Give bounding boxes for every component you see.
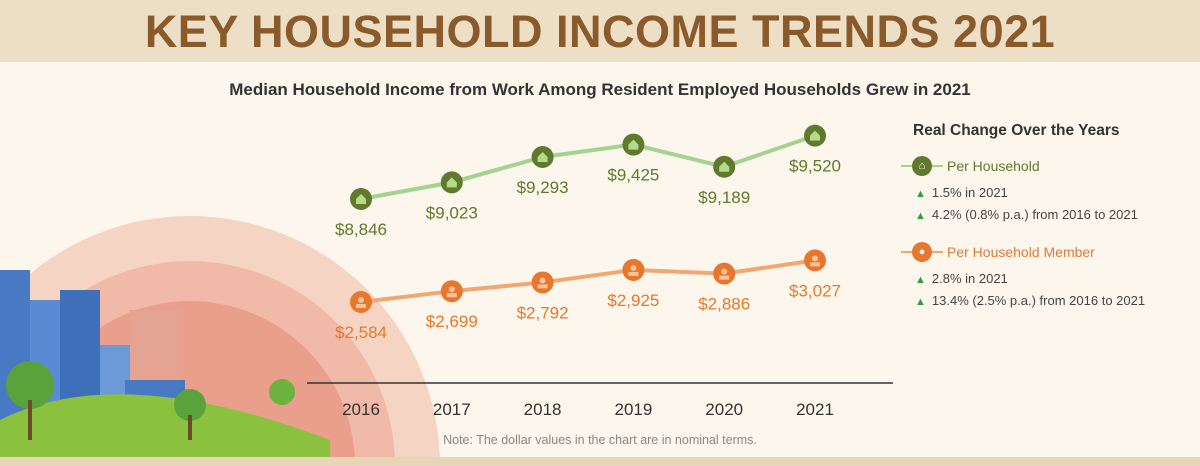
legend-member: ● Per Household Member bbox=[895, 240, 1145, 264]
x-tick-label: 2019 bbox=[614, 400, 652, 419]
person-glyph bbox=[356, 304, 366, 308]
stat: ▲ 4.2% (0.8% p.a.) from 2016 to 2021 bbox=[915, 207, 1138, 222]
legend-title: Real Change Over the Years bbox=[913, 122, 1120, 139]
up-triangle-icon: ▲ bbox=[915, 188, 926, 200]
data-label: $9,293 bbox=[517, 178, 569, 197]
person-icon: ● bbox=[912, 242, 932, 262]
data-label: $2,792 bbox=[517, 303, 569, 322]
footnote: Note: The dollar values in the chart are… bbox=[443, 433, 757, 447]
person-glyph bbox=[358, 297, 364, 303]
person-glyph bbox=[810, 262, 820, 267]
x-tick-label: 2020 bbox=[705, 400, 743, 419]
x-tick-label: 2021 bbox=[796, 400, 834, 419]
stat: ▲ 2.8% in 2021 bbox=[915, 271, 1008, 286]
page-title: KEY HOUSEHOLD INCOME TRENDS 2021 bbox=[144, 6, 1056, 57]
data-label: $2,886 bbox=[698, 295, 750, 314]
person-glyph bbox=[812, 255, 818, 262]
series-line bbox=[360, 133, 816, 201]
chart-title: Median Household Income from Work Among … bbox=[229, 80, 971, 99]
legend: Real Change Over the Years ⌂ Per Househo… bbox=[895, 122, 1145, 308]
data-label: $8,846 bbox=[335, 220, 387, 239]
house-glyph bbox=[446, 177, 457, 188]
footer-band bbox=[0, 457, 1200, 466]
data-label: $2,699 bbox=[426, 312, 478, 331]
title-band: KEY HOUSEHOLD INCOME TRENDS 2021 bbox=[0, 0, 1200, 62]
person-glyph bbox=[628, 271, 639, 276]
data-label: $9,520 bbox=[789, 157, 841, 176]
data-label: $9,425 bbox=[607, 166, 659, 185]
person-glyph bbox=[630, 264, 637, 271]
city-illustration bbox=[0, 216, 440, 466]
house-glyph bbox=[356, 194, 366, 204]
stat: ▲ 1.5% in 2021 bbox=[915, 185, 1008, 200]
house-glyph bbox=[719, 161, 730, 172]
x-tick-label: 2016 bbox=[342, 400, 380, 419]
data-label: $9,189 bbox=[698, 188, 750, 207]
data-label: $9,023 bbox=[426, 203, 478, 222]
person-glyph bbox=[721, 268, 728, 275]
house-glyph bbox=[810, 130, 820, 141]
person-glyph bbox=[537, 284, 548, 289]
house-glyph bbox=[537, 151, 548, 162]
legend-label: Per Household bbox=[947, 158, 1040, 174]
legend-label: Per Household Member bbox=[947, 244, 1095, 260]
data-label: $3,027 bbox=[789, 281, 841, 300]
stat: ▲ 13.4% (2.5% p.a.) from 2016 to 2021 bbox=[915, 293, 1146, 308]
person-glyph bbox=[448, 286, 455, 293]
house-icon: ⌂ bbox=[912, 156, 932, 176]
person-glyph bbox=[446, 293, 457, 298]
person-glyph bbox=[539, 277, 546, 284]
x-tick-label: 2018 bbox=[524, 400, 562, 419]
up-triangle-icon: ▲ bbox=[915, 210, 926, 222]
house-glyph bbox=[628, 139, 639, 150]
up-triangle-icon: ▲ bbox=[915, 296, 926, 308]
up-triangle-icon: ▲ bbox=[915, 274, 926, 286]
x-tick-label: 2017 bbox=[433, 400, 471, 419]
person-glyph bbox=[719, 275, 730, 280]
data-label: $2,584 bbox=[335, 323, 387, 342]
data-label: $2,925 bbox=[607, 291, 659, 310]
series-line bbox=[360, 258, 816, 304]
legend-household: ⌂ Per Household bbox=[895, 154, 1145, 178]
